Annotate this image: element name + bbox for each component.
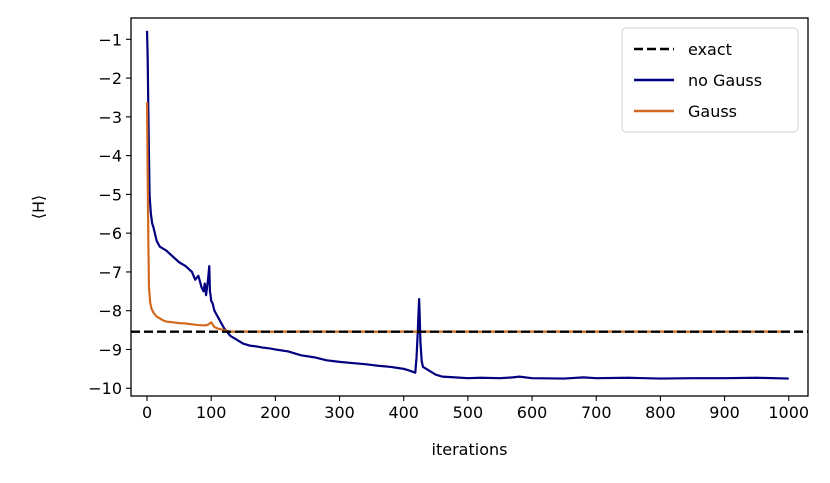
x-tick-label: 300 [324, 403, 355, 422]
x-tick-label: 0 [142, 403, 152, 422]
y-tick-label: −10 [88, 379, 122, 398]
x-tick-label: 500 [453, 403, 484, 422]
x-tick-label: 1000 [768, 403, 809, 422]
legend: exact no Gauss Gauss [621, 27, 799, 133]
x-tick-label: 100 [196, 403, 227, 422]
y-tick-label: −2 [98, 69, 122, 88]
x-tick-label: 700 [581, 403, 612, 422]
x-tick-label: 800 [645, 403, 676, 422]
x-tick-label: 400 [388, 403, 419, 422]
y-axis-ticks: −1 −2 −3 −4 −5 −6 −7 −8 −9 −10 [88, 30, 131, 398]
y-tick-label: −1 [98, 30, 122, 49]
series-layer [131, 30, 808, 380]
y-tick-label: −3 [98, 108, 122, 127]
y-tick-label: −6 [98, 224, 122, 243]
x-tick-label: 200 [260, 403, 291, 422]
legend-label-no-gauss: no Gauss [688, 71, 762, 90]
legend-label-exact: exact [688, 40, 732, 59]
x-axis-ticks: 0 100 200 300 400 500 600 700 800 900 1000 [142, 396, 809, 422]
legend-label-gauss: Gauss [688, 102, 737, 121]
x-tick-label: 600 [517, 403, 548, 422]
series-line-no-gauss [145, 30, 789, 380]
y-axis-label: ⟨H⟩ [29, 195, 48, 220]
y-tick-label: −5 [98, 185, 122, 204]
y-tick-label: −8 [98, 302, 122, 321]
x-tick-label: 900 [709, 403, 740, 422]
legend-box [621, 27, 799, 133]
y-tick-label: −7 [98, 263, 122, 282]
y-tick-label: −4 [98, 147, 122, 166]
series-line-gauss [145, 102, 789, 333]
y-tick-label: −9 [98, 340, 122, 359]
plot-frame [130, 17, 809, 397]
x-axis-label: iterations [432, 440, 508, 459]
